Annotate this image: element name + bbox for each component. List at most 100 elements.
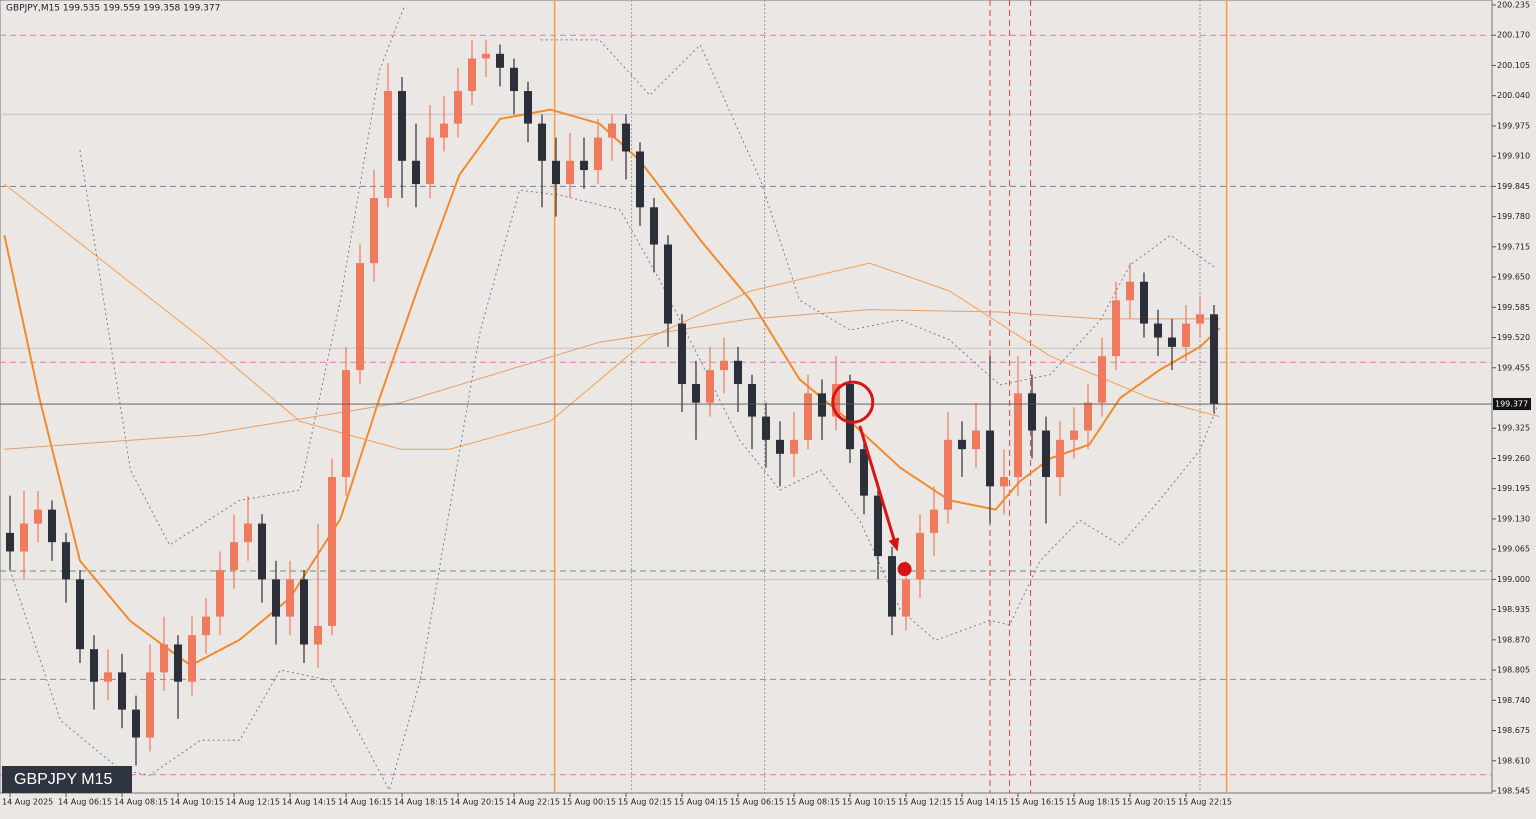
- candle-body: [412, 160, 420, 185]
- indicator-line: [4, 183, 1220, 450]
- candle-body: [1070, 430, 1078, 440]
- y-tick-label: 198.675: [1497, 726, 1530, 735]
- y-tick-label: 198.935: [1497, 605, 1530, 614]
- candle-body: [874, 495, 882, 557]
- watermark-box: [2, 766, 132, 793]
- candle-body: [636, 151, 644, 208]
- y-tick-label: 199.650: [1497, 273, 1530, 282]
- candle-body: [1084, 402, 1092, 431]
- watermark: GBPJPY M15: [14, 771, 113, 788]
- candle-body: [846, 384, 854, 450]
- candle-body: [76, 579, 84, 650]
- candle-body: [930, 509, 938, 533]
- y-tick-label: 200.040: [1497, 91, 1530, 100]
- candle-body: [20, 523, 28, 552]
- x-tick-label: 14 Aug 10:15: [170, 798, 224, 807]
- candle-body: [356, 263, 364, 371]
- candle-body: [426, 137, 434, 185]
- candle-body: [664, 244, 672, 324]
- candle-body: [1112, 300, 1120, 357]
- plot-area: [0, 0, 1493, 794]
- candle-body: [790, 439, 798, 454]
- candle-body: [860, 449, 868, 496]
- candle-body: [146, 672, 154, 738]
- candle-body: [104, 672, 112, 682]
- candle-body: [384, 91, 392, 199]
- chart-header: GBPJPY,M15 199.535 199.559 199.358 199.3…: [6, 4, 220, 14]
- candle-body: [244, 523, 252, 543]
- candle-body: [818, 393, 826, 417]
- y-tick-label: 199.520: [1497, 333, 1530, 342]
- candle-body: [972, 430, 980, 450]
- y-tick-label: 199.260: [1497, 454, 1530, 463]
- candle-body: [888, 556, 896, 617]
- candle-body: [1056, 439, 1064, 478]
- candle-body: [944, 439, 952, 510]
- candle-body: [286, 579, 294, 617]
- x-tick-label: 15 Aug 02:15: [618, 798, 672, 807]
- candle-body: [482, 53, 490, 59]
- candle-body: [48, 509, 56, 543]
- candle-body: [1126, 281, 1134, 301]
- x-tick-label: 14 Aug 14:15: [282, 798, 336, 807]
- x-tick-label: 15 Aug 00:15: [562, 798, 616, 807]
- y-tick-label: 200.235: [1497, 1, 1530, 10]
- annotation-arrow: [858, 425, 897, 542]
- y-tick-label: 200.170: [1497, 31, 1530, 40]
- candle-body: [678, 323, 686, 385]
- y-tick-label: 199.065: [1497, 545, 1530, 554]
- indicator-line: [9, 189, 1221, 792]
- x-tick-label: 14 Aug 22:15: [506, 798, 560, 807]
- y-tick-label: 199.975: [1497, 121, 1530, 130]
- candle-body: [160, 644, 168, 673]
- candle-body: [342, 370, 350, 478]
- candle-body: [622, 123, 630, 152]
- candle-body: [1210, 314, 1218, 405]
- x-tick-label: 15 Aug 16:15: [1010, 798, 1064, 807]
- candle-body: [62, 542, 70, 580]
- candle-body: [580, 160, 588, 171]
- candle-body: [832, 384, 840, 417]
- y-tick-label: 198.870: [1497, 635, 1530, 644]
- candle-body: [916, 532, 924, 580]
- y-tick-label: 199.325: [1497, 424, 1530, 433]
- candle-body: [174, 644, 182, 682]
- x-tick-label: 14 Aug 12:15: [226, 798, 280, 807]
- candle-body: [6, 532, 14, 552]
- candle-body: [1042, 430, 1050, 478]
- candle-body: [524, 91, 532, 124]
- candle-body: [300, 579, 308, 645]
- candle-body: [552, 160, 560, 185]
- y-tick-label: 199.130: [1497, 514, 1530, 523]
- candle-body: [188, 635, 196, 682]
- candle-body: [1000, 477, 1008, 487]
- candle-body: [258, 523, 266, 580]
- candle-body: [804, 393, 812, 440]
- x-tick-label: 14 Aug 2025: [2, 798, 53, 807]
- candle-body: [706, 370, 714, 403]
- price-tag: [1493, 398, 1531, 411]
- candle-body: [90, 649, 98, 682]
- candle-body: [118, 672, 126, 710]
- candle-body: [748, 384, 756, 417]
- candle-body: [272, 579, 280, 617]
- x-tick-label: 15 Aug 14:15: [954, 798, 1008, 807]
- candle-body: [958, 439, 966, 450]
- candle-body: [1196, 314, 1204, 324]
- candle-body: [202, 616, 210, 636]
- candle-body: [370, 198, 378, 264]
- candle-body: [216, 570, 224, 617]
- annotation-circle: [831, 380, 875, 424]
- x-tick-label: 14 Aug 08:15: [114, 798, 168, 807]
- x-tick-label: 15 Aug 22:15: [1178, 798, 1232, 807]
- candle-body: [1168, 337, 1176, 347]
- y-tick-label: 199.195: [1497, 484, 1530, 493]
- candle-body: [1182, 323, 1190, 347]
- candle-body: [1140, 281, 1148, 324]
- x-tick-label: 14 Aug 20:15: [450, 798, 504, 807]
- price-tag-label: 199.377: [1495, 400, 1528, 409]
- y-tick-label: 199.715: [1497, 242, 1530, 251]
- x-tick-label: 15 Aug 20:15: [1122, 798, 1176, 807]
